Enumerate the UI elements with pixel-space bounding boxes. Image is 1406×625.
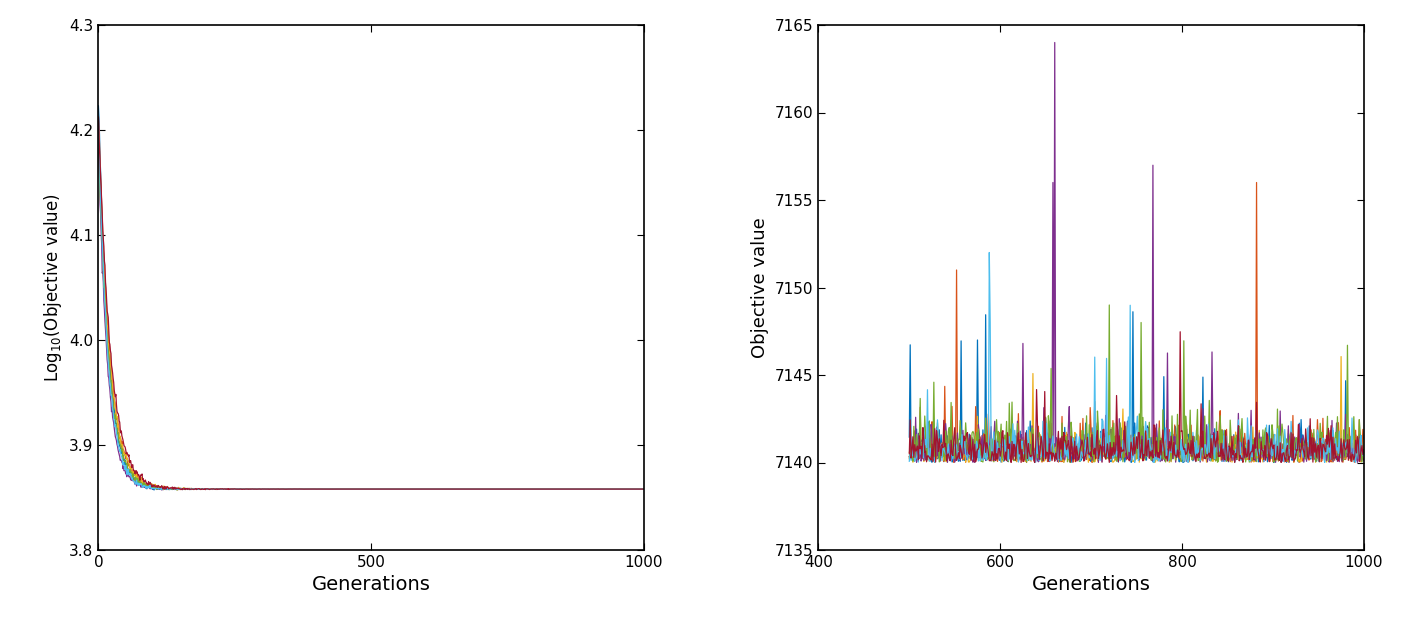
X-axis label: Generations: Generations — [1032, 576, 1150, 594]
Y-axis label: Objective value: Objective value — [751, 217, 769, 358]
Y-axis label: $\mathrm{Log}_{10}(\mathrm{Objective\ value})$: $\mathrm{Log}_{10}(\mathrm{Objective\ va… — [42, 193, 63, 382]
X-axis label: Generations: Generations — [312, 576, 430, 594]
